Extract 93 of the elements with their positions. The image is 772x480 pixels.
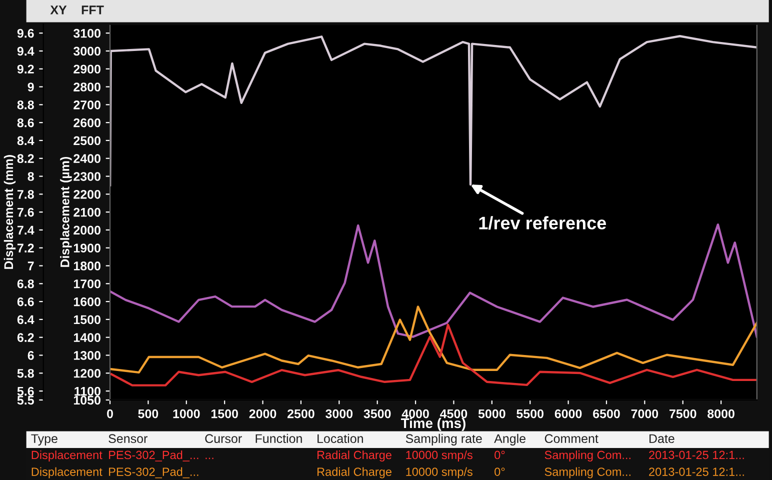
y-tick-label: 2800 [74, 82, 100, 92]
x-tick-label: 6500 [593, 409, 620, 418]
y-tick-label: 1800 [74, 262, 100, 270]
text: Sampling rate [406, 434, 482, 446]
y2-tick-label: 7.6 [17, 208, 34, 217]
y-tick-label: 2200 [74, 190, 100, 199]
y2-tick-label: 6 [28, 351, 34, 360]
y-tick-label: 1500 [74, 315, 100, 324]
y2-tick-label: 6.6 [17, 297, 34, 306]
y-tick-label: 2300 [74, 172, 100, 181]
x-tick-label: 5000 [478, 409, 506, 418]
text: PES-302_Pad_... [109, 467, 198, 478]
y2-tick-label: 8.8 [17, 100, 34, 110]
x-tick-label: 8000 [708, 409, 734, 418]
y2-tick-label: 9.2 [17, 64, 34, 74]
x-tick-label: 0 [107, 409, 113, 418]
y-tick-label: 1900 [74, 244, 100, 253]
text: ... [206, 458, 214, 460]
annotation: 1/rev reference [479, 216, 606, 230]
x-tick-label: 4500 [440, 409, 468, 418]
text: 2013-01-25 12:1... [649, 450, 744, 460]
y2-tick-label: 7.2 [17, 244, 34, 252]
y2-tick-label: 6.4 [17, 315, 34, 324]
text: 0° [494, 450, 505, 460]
y2-tick-label: 9 [28, 82, 34, 92]
x-tick-label: 4000 [402, 409, 429, 418]
text: Type [31, 434, 58, 446]
x-tick-label: 5500 [516, 409, 544, 418]
y-tick-label: 2400 [74, 154, 100, 164]
y-tick-label: 1050 [74, 396, 100, 405]
text: Displacement [32, 467, 102, 478]
y-tick-label: 1700 [74, 279, 100, 288]
text: 10000 smp/s [406, 450, 472, 462]
text: 0° [494, 468, 505, 476]
text: Radial Charge [317, 467, 392, 478]
y-tick-label: 2600 [74, 118, 100, 128]
y2-tick-label: 6.8 [17, 279, 34, 288]
x-tick-label: 3000 [326, 409, 353, 418]
text: Location [318, 434, 363, 444]
y2-tick-label: 8.4 [17, 136, 34, 146]
y-tick-label: 3100 [73, 28, 100, 38]
y-tick-label: 1200 [74, 368, 100, 378]
text: Sampling Com... [544, 467, 630, 478]
text: Date [650, 434, 674, 444]
x-tick-label: 3500 [364, 409, 391, 418]
line-series [110, 306, 757, 374]
text: 10000 smp/s [406, 467, 472, 478]
y-tick-label: 1400 [74, 333, 100, 342]
y-tick-label: 1600 [74, 297, 100, 306]
text: Displacement [32, 450, 102, 462]
text: Radial Charge [317, 450, 392, 462]
text: Cursor [205, 434, 242, 444]
y2-tick-label: 5.8 [17, 368, 34, 378]
y2-axis-title: Displacement (mm) [4, 155, 16, 269]
y-tick-label: 2100 [74, 208, 100, 217]
y2-tick-label: 9.4 [17, 46, 34, 56]
text: Comment [544, 434, 598, 444]
x-tick-label: 7500 [669, 409, 696, 418]
line-series [110, 324, 757, 386]
y2-tick-label: 8.2 [17, 154, 34, 164]
y-tick-label: 3000 [73, 46, 100, 56]
y2-tick-label: 6.2 [17, 333, 34, 342]
text: Sampling Com... [544, 450, 630, 462]
text: XY [50, 6, 67, 14]
y-tick-label: 2000 [74, 226, 100, 235]
y-tick-label: 1300 [74, 351, 100, 360]
y2-tick-label: 9.6 [17, 28, 34, 38]
y2-tick-label: 8 [28, 172, 34, 181]
y2-tick-label: 7 [28, 262, 34, 270]
text: PES-302_Pad_... [109, 450, 198, 462]
x-axis-title: Time (ms) [400, 418, 466, 431]
y2-tick-label: 5.6 [17, 386, 34, 396]
text: FFT [82, 6, 104, 14]
y-axis-title: Displacement (µm) [60, 156, 72, 267]
text: Angle [494, 434, 526, 446]
x-tick-label: 1500 [211, 409, 238, 418]
text: Sensor [108, 434, 148, 444]
x-tick-label: 2000 [249, 409, 276, 418]
x-tick-label: 1000 [173, 409, 200, 418]
text: 2013-01-25 12:1... [649, 468, 744, 476]
y2-tick-label: 5.5 [17, 396, 34, 405]
x-tick-label: 6000 [554, 409, 582, 418]
x-tick-label: 7000 [631, 409, 658, 418]
y2-tick-label: 7.4 [17, 226, 34, 234]
y-tick-label: 2500 [74, 136, 100, 146]
y-tick-label: 2900 [74, 64, 100, 74]
y2-tick-label: 7.8 [17, 190, 34, 199]
text: Function [256, 434, 302, 444]
x-tick-label: 2500 [287, 409, 314, 418]
y-tick-label: 2700 [74, 100, 100, 110]
x-tick-label: 500 [138, 409, 158, 418]
y-tick-label: 1100 [74, 386, 100, 396]
y2-tick-label: 8.6 [17, 118, 34, 128]
